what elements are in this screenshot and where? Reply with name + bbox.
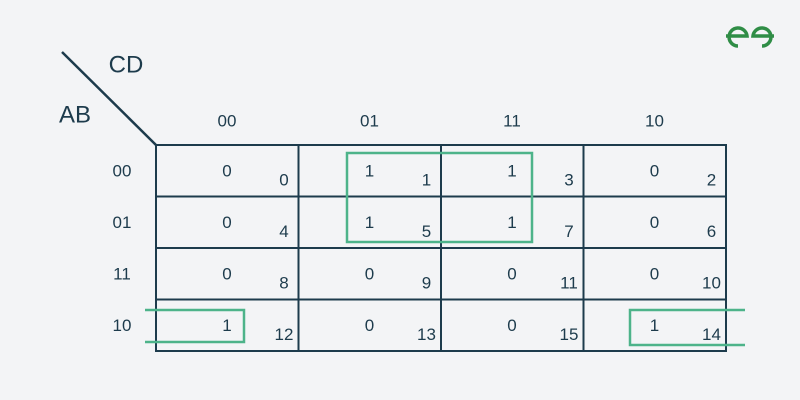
- cell-index: 4: [279, 222, 288, 241]
- cell-index: 13: [417, 325, 436, 344]
- logo-right: [751, 26, 774, 48]
- cell-index: 5: [422, 222, 431, 241]
- column-label: 11: [503, 111, 521, 130]
- logo: [726, 26, 774, 48]
- cell-value: 0: [650, 213, 659, 232]
- cell: [582, 298, 727, 352]
- cell-index: 12: [275, 325, 294, 344]
- cell-index: 8: [279, 273, 288, 292]
- column-label: 10: [645, 111, 664, 130]
- column-label: 01: [360, 111, 379, 130]
- group-wrap-right: [628, 308, 745, 347]
- cell-index: 15: [560, 325, 579, 344]
- cell-index: 10: [702, 273, 721, 292]
- cell-index: 9: [422, 273, 431, 292]
- row-label: 10: [113, 316, 132, 335]
- row-label: 11: [113, 264, 131, 283]
- cell-value: 1: [365, 161, 374, 180]
- cell-value: 0: [507, 316, 516, 335]
- cell-index: 14: [702, 325, 721, 344]
- cell-index: 11: [560, 273, 578, 292]
- cell-index: 3: [564, 170, 573, 189]
- cell-value: 1: [650, 316, 659, 335]
- cell-index: 2: [707, 170, 716, 189]
- row-label: 01: [113, 213, 132, 232]
- cell-value: 1: [507, 161, 516, 180]
- group-quad: [345, 151, 534, 244]
- row-variables: AB: [59, 101, 91, 128]
- cell-value: 0: [650, 161, 659, 180]
- groups: [145, 151, 745, 347]
- cell-index: 1: [422, 170, 431, 189]
- cell-value: 0: [650, 264, 659, 283]
- cell-index: 6: [707, 222, 716, 241]
- cell-value: 1: [222, 316, 231, 335]
- group-wrap-left: [145, 308, 246, 344]
- cell-value: 1: [365, 213, 374, 232]
- cell-value: 0: [222, 213, 231, 232]
- cell-value: 1: [507, 213, 516, 232]
- logo-left: [726, 26, 749, 48]
- cell-value: 0: [507, 264, 516, 283]
- cell-value: 0: [365, 316, 374, 335]
- cell-value: 0: [365, 264, 374, 283]
- diagonal: [61, 51, 157, 146]
- column-variables: CD: [109, 51, 144, 78]
- cell-index: 7: [564, 222, 573, 241]
- cell-index: 0: [279, 170, 288, 189]
- row-label: 00: [113, 161, 132, 180]
- column-label: 00: [218, 111, 237, 130]
- cell-value: 0: [222, 264, 231, 283]
- cell-value: 0: [222, 161, 231, 180]
